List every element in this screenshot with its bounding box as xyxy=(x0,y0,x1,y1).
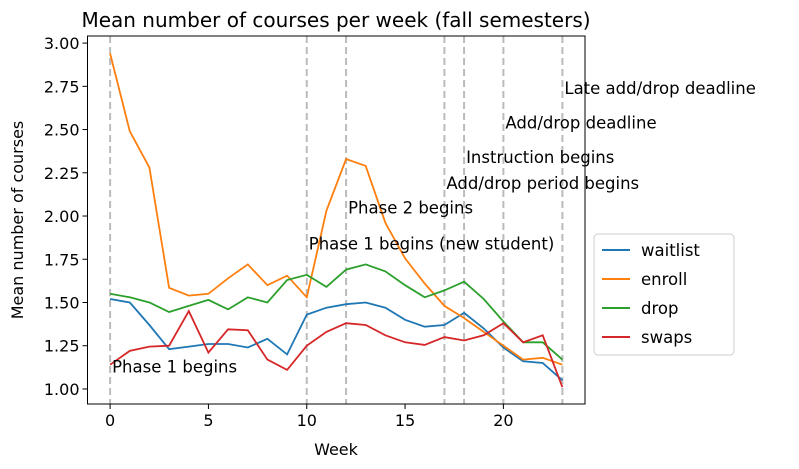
annotation-2: Phase 2 begins xyxy=(348,198,473,217)
annotation-5: Add/drop deadline xyxy=(505,114,656,133)
annotation-1: Phase 1 begins (new student) xyxy=(309,235,555,254)
x-axis-label: Week xyxy=(314,440,359,459)
x-tick-label-20: 20 xyxy=(493,411,513,430)
x-tick-label-0: 0 xyxy=(105,411,115,430)
series-line-swaps xyxy=(109,309,564,388)
y-tick-label-1.5: 1.50 xyxy=(44,293,80,312)
series-line-enroll xyxy=(109,53,563,366)
legend-box xyxy=(593,233,735,356)
x-tick-label-5: 5 xyxy=(203,411,213,430)
series-line-drop xyxy=(109,263,563,361)
series-line-waitlist xyxy=(109,298,563,381)
y-tick-label-2.75: 2.75 xyxy=(44,77,80,96)
y-tick-label-2.25: 2.25 xyxy=(44,164,80,183)
legend-label-drop: drop xyxy=(641,299,678,318)
x-tick-label-15: 15 xyxy=(395,411,415,430)
annotation-0: Phase 1 begins xyxy=(112,357,237,376)
legend-label-swaps: swaps xyxy=(641,328,692,347)
annotation-6: Late add/drop deadline xyxy=(564,79,755,98)
plot-frame xyxy=(87,35,586,405)
annotation-3: Add/drop period begins xyxy=(446,174,639,193)
y-tick-label-2.5: 2.50 xyxy=(44,121,80,140)
x-tick-label-10: 10 xyxy=(297,411,317,430)
y-tick-label-3: 3.00 xyxy=(44,34,80,53)
y-tick-label-1.75: 1.75 xyxy=(44,250,80,269)
y-tick-label-1.25: 1.25 xyxy=(44,337,80,356)
y-tick-label-1: 1.00 xyxy=(44,380,80,399)
legend-label-enroll: enroll xyxy=(641,270,687,289)
annotation-4: Instruction begins xyxy=(466,148,614,167)
y-axis-label: Mean number of courses xyxy=(8,121,27,320)
y-tick-label-2: 2.00 xyxy=(44,207,80,226)
chart-title: Mean number of courses per week (fall se… xyxy=(81,8,590,32)
legend-label-waitlist: waitlist xyxy=(641,241,700,260)
legend: waitlist enroll drop swaps xyxy=(593,233,735,356)
